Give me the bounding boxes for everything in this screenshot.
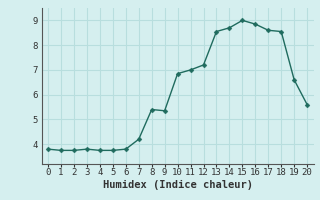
X-axis label: Humidex (Indice chaleur): Humidex (Indice chaleur) — [103, 180, 252, 190]
